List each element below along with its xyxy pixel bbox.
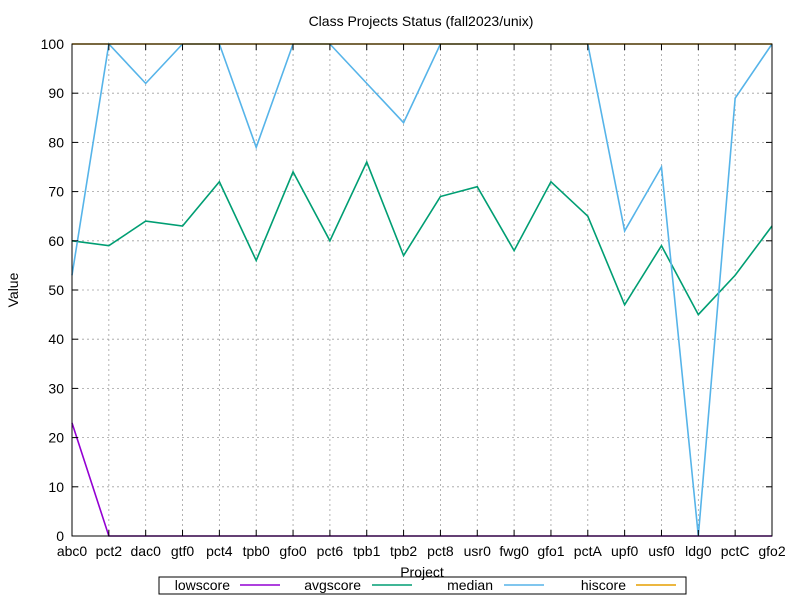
legend-box — [158, 576, 687, 595]
x-tick-label: gtf0 — [171, 543, 195, 559]
x-tick-label: ldg0 — [685, 543, 712, 559]
y-tick-label: 0 — [56, 528, 64, 544]
x-tick-label: fwg0 — [499, 543, 529, 559]
y-tick-label: 80 — [48, 134, 64, 150]
y-axis-label: Value — [5, 272, 21, 307]
legend-label-median: median — [447, 577, 493, 593]
series-line-avgscore — [71, 160, 773, 316]
legend-label-lowscore: lowscore — [175, 577, 230, 593]
x-tick-label: upf0 — [611, 543, 638, 559]
x-tick-label: tpb2 — [390, 543, 417, 559]
y-tick-label: 50 — [48, 282, 64, 298]
x-tick-label: pct2 — [96, 543, 123, 559]
ticks-layer: 0 10 20 30 40 50 60 70 80 90 100 abc0 pct2 dac0 gtf0 pc… — [41, 36, 786, 559]
grid-layer — [72, 44, 772, 536]
x-tick-label: tpb0 — [243, 543, 270, 559]
x-tick-label: usr0 — [464, 543, 491, 559]
x-tick-label: tpb1 — [353, 543, 380, 559]
y-tick-label: 30 — [48, 380, 64, 396]
series-line-lowscore — [71, 422, 772, 537]
y-tick-label: 10 — [48, 479, 64, 495]
x-tick-label: pct8 — [427, 543, 454, 559]
y-tick-label: 70 — [48, 184, 64, 200]
x-tick-label: gfo2 — [758, 543, 785, 559]
legend-label-avgscore: avgscore — [304, 577, 361, 593]
y-tick-label: 20 — [48, 430, 64, 446]
x-tick-label: pct4 — [206, 543, 233, 559]
x-tick-label: dac0 — [131, 543, 162, 559]
y-tick-label: 90 — [48, 85, 64, 101]
legend-label-hiscore: hiscore — [581, 577, 626, 593]
x-tick-label: pctA — [574, 543, 603, 559]
legend: lowscore avgscore median hiscore — [158, 576, 687, 595]
x-axis-label: Project — [400, 564, 444, 580]
x-tick-label: usf0 — [648, 543, 675, 559]
chart-title: Class Projects Status (fall2023/unix) — [309, 13, 534, 29]
y-tick-label: 60 — [48, 233, 64, 249]
x-tick-label: pctC — [721, 543, 750, 559]
y-tick-label: 40 — [48, 331, 64, 347]
x-tick-label: abc0 — [57, 543, 88, 559]
x-tick-label: gfo0 — [279, 543, 306, 559]
x-tick-label: gfo1 — [537, 543, 564, 559]
x-tick-label: pct6 — [317, 543, 344, 559]
y-tick-label: 100 — [41, 36, 65, 52]
